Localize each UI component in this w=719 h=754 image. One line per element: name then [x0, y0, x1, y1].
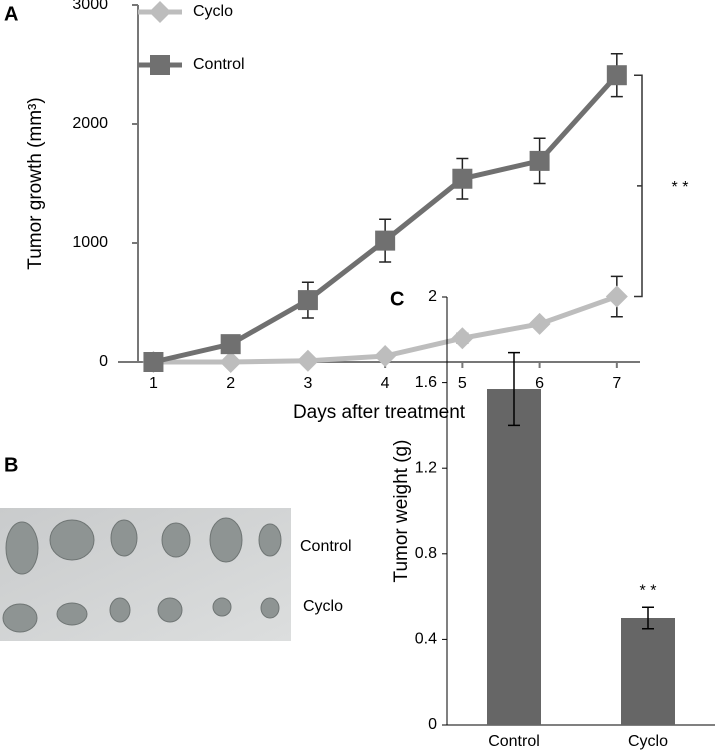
marker [374, 345, 397, 368]
x-axis-title: Days after treatment [293, 402, 466, 423]
y-tick-label: 1.6 [415, 374, 437, 391]
marker [297, 290, 318, 311]
tumor-photo [0, 508, 291, 641]
marker [451, 327, 474, 350]
annotation: * * [640, 583, 657, 600]
x-tick-label: 7 [612, 375, 621, 392]
y-tick-label: 0.4 [415, 631, 437, 648]
x-tick-label: Cyclo [628, 733, 668, 750]
marker [605, 285, 628, 308]
y-axis-title: Tumor weight (g) [391, 440, 412, 583]
annotation: * * [672, 179, 689, 196]
error-bar [642, 606, 654, 630]
y-tick-label: 3000 [72, 0, 108, 13]
y-tick-label: 1.2 [415, 459, 437, 476]
row-label: Cyclo [303, 598, 343, 615]
marker [452, 168, 473, 189]
legend-label: Cyclo [193, 3, 233, 20]
y-tick-label: 0.8 [415, 545, 437, 562]
panel-label: A [4, 3, 18, 25]
marker [529, 150, 550, 171]
y-tick-label: 1000 [72, 234, 108, 251]
x-tick-label: 3 [303, 375, 312, 392]
marker [143, 352, 164, 372]
x-tick-label: 5 [458, 375, 467, 392]
marker [375, 230, 396, 251]
y-axis-title: Tumor growth (mm³) [25, 97, 46, 269]
legend-marker [150, 55, 170, 75]
panel-label: B [4, 454, 18, 476]
x-tick-label: 4 [381, 375, 390, 392]
marker [296, 349, 319, 372]
legend-label: Control [193, 56, 245, 73]
y-tick-label: 2000 [72, 115, 108, 132]
bar [487, 389, 541, 725]
x-tick-label: 2 [226, 375, 235, 392]
y-tick-label: 2 [428, 288, 437, 305]
x-tick-label: 1 [149, 375, 158, 392]
error-bar [508, 351, 520, 427]
legend-marker [149, 1, 171, 23]
marker [219, 351, 242, 373]
marker [220, 334, 241, 355]
x-tick-label: 6 [535, 375, 544, 392]
bar [621, 618, 675, 725]
panel-label: C [390, 288, 404, 310]
y-tick-label: 0 [428, 716, 437, 733]
y-tick-label: 0 [99, 353, 108, 370]
marker [528, 312, 551, 335]
x-tick-label: Control [488, 733, 540, 750]
row-label: Control [300, 538, 352, 555]
bracket [634, 74, 643, 298]
marker [606, 65, 627, 86]
